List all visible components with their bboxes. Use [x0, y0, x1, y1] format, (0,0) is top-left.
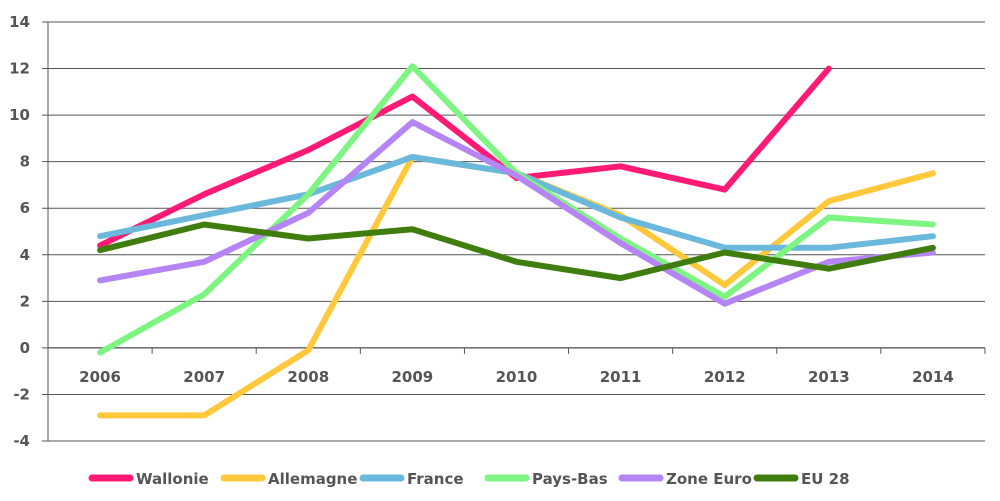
x-category-label: 2011 — [600, 368, 642, 386]
legend-item-eu-28: EU 28 — [753, 470, 850, 488]
gridlines — [42, 21, 985, 442]
y-tick-label: 14 — [9, 13, 30, 31]
x-category-label: 2014 — [912, 368, 954, 386]
series-line-wallonie — [97, 65, 832, 249]
y-tick-label: 0 — [20, 339, 30, 357]
x-category-label: 2012 — [704, 368, 746, 386]
legend: Wallonie Allemagne France Pays-Bas Zone Euro… — [88, 470, 850, 488]
legend-label: France — [407, 470, 464, 488]
series-lines — [97, 63, 936, 419]
legend-label: EU 28 — [801, 470, 850, 488]
series-line-zone-euro — [97, 119, 936, 307]
x-category-label: 2013 — [808, 368, 850, 386]
y-tick-label: 10 — [9, 106, 30, 124]
x-category-label: 2007 — [183, 368, 225, 386]
legend-label: Pays-Bas — [532, 470, 608, 488]
y-tick-label: -2 — [13, 385, 30, 403]
x-category-label: 2009 — [392, 368, 434, 386]
legend-label: Zone Euro — [666, 470, 752, 488]
legend-item-wallonie: Wallonie — [88, 470, 209, 488]
y-tick-label: 4 — [20, 246, 30, 264]
y-tick-label: 8 — [20, 153, 30, 171]
y-tick-label: -4 — [13, 432, 30, 450]
x-axis-category-labels: 2006 2007 2008 2009 2010 2011 2012 2013 2014 — [79, 368, 954, 386]
axes — [47, 22, 986, 441]
y-tick-label: 6 — [20, 199, 30, 217]
legend-item-allemagne: Allemagne — [220, 470, 357, 488]
legend-label: Allemagne — [268, 470, 357, 488]
legend-item-pays-bas: Pays-Bas — [484, 470, 608, 488]
y-tick-label: 12 — [9, 60, 30, 78]
y-axis-ticks: 14 12 10 8 6 4 2 0 -2 -4 — [9, 13, 30, 450]
legend-item-france: France — [359, 470, 464, 488]
series-line-eu-28 — [97, 221, 936, 282]
y-tick-label: 2 — [20, 292, 30, 310]
legend-label: Wallonie — [136, 470, 209, 488]
legend-item-zone-euro: Zone Euro — [618, 470, 752, 488]
x-category-label: 2008 — [287, 368, 329, 386]
x-category-label: 2010 — [496, 368, 538, 386]
x-category-label: 2006 — [79, 368, 121, 386]
